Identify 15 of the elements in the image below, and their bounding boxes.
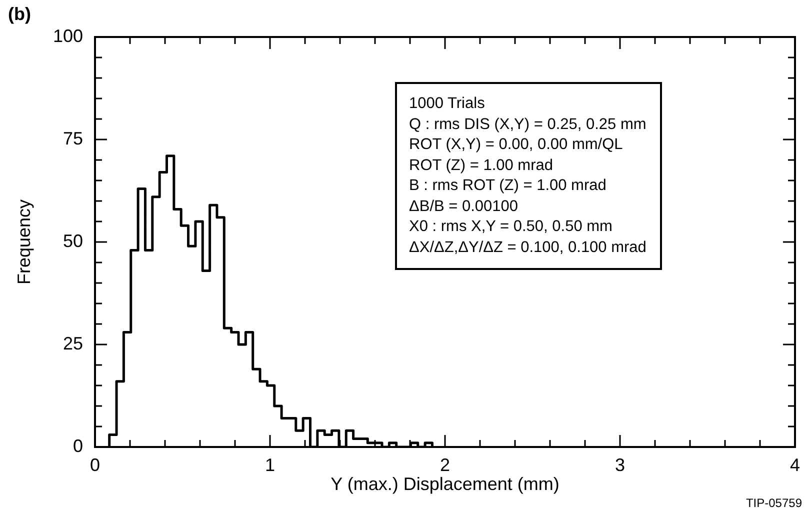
x-axis-title: Y (max.) Displacement (mm) [330,474,560,494]
x-tick-label: 1 [264,454,276,475]
x-tick-label: 3 [614,454,626,475]
text: (b) [8,4,31,25]
text: TIP-05759 [746,496,802,510]
y-tick-label: 25 [62,333,83,354]
x-tick-label: 2 [440,454,450,475]
x-tick-label: 0 [90,454,100,475]
y-tick-label: 50 [62,230,83,251]
y-tick-label: 75 [62,128,83,148]
y-tick-label: 0 [72,436,83,456]
x-tick-label: 4 [790,454,800,475]
annotation: 1000 Trials Q : rms DIS (X,Y) = 0.25, 0.25 mm ROT (X,Y) = 0.00, 0.00 mm/QL ROT (Z) = 1.00 mrad B : rms ROT (Z) = 1.00 mrad ΔB/B = 0.00100 X0 : rms X,Y = 0.50, 0.50 mm ΔX/ΔZ,ΔY/ΔZ = 0.100, 0.100 mrad [395,82,662,270]
y-axis-title: Frequency [14,199,34,285]
y-tick-label: 100 [52,26,83,46]
